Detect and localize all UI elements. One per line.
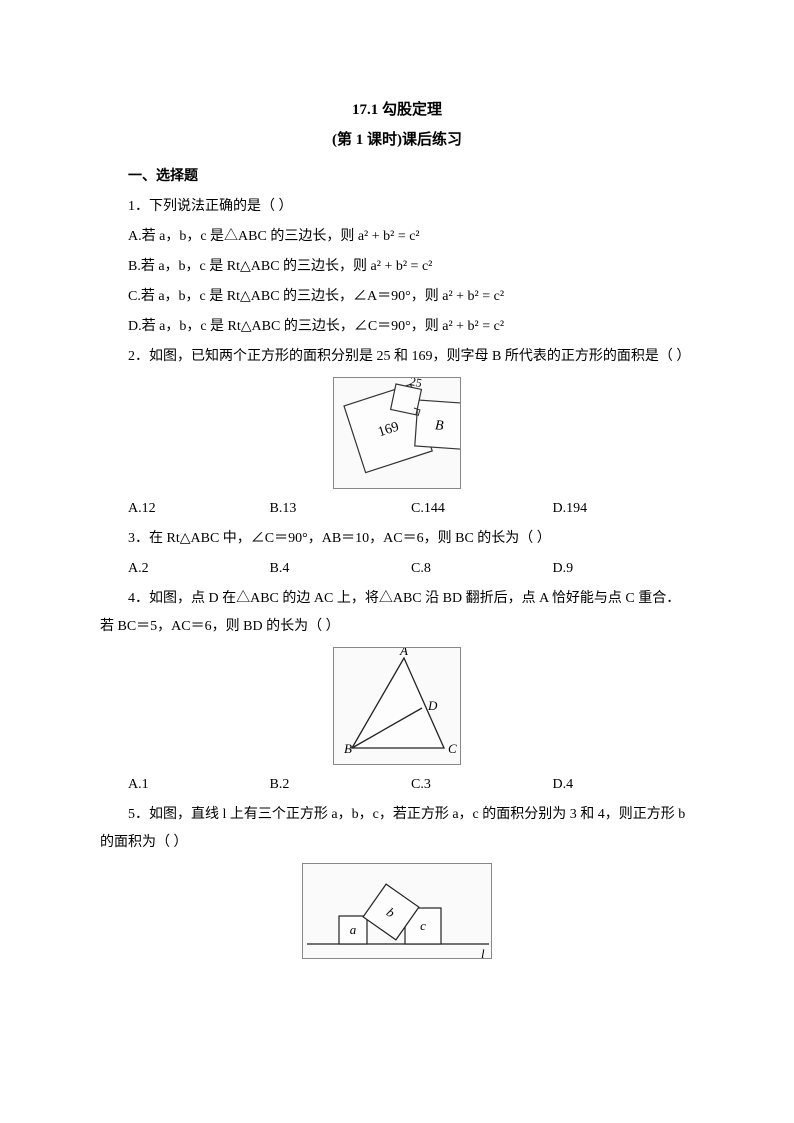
section-heading: 一、选择题	[100, 163, 694, 191]
q4-stem: 4．如图，点 D 在△ABC 的边 AC 上，将△ABC 沿 BD 翻折后，点 …	[100, 585, 694, 641]
q1-opt-c: C.若 a，b，c 是 Rt△ABC 的三边长，∠A＝90°，则 a² + b²…	[100, 283, 694, 311]
svg-text:B: B	[434, 418, 444, 434]
q2-opt-d: D.194	[553, 495, 695, 523]
q4-opt-a: A.1	[128, 771, 270, 799]
q4-opt-d: D.4	[553, 771, 695, 799]
q2-svg: 169B25	[333, 377, 461, 489]
q5-figure: acbl	[100, 863, 694, 959]
q1-stem: 1．下列说法正确的是（ ）	[100, 193, 694, 221]
svg-text:A: A	[399, 647, 408, 658]
q1-opt-b: B.若 a，b，c 是 Rt△ABC 的三边长，则 a² + b² = c²	[100, 253, 694, 281]
q4-opt-b: B.2	[270, 771, 412, 799]
q4-options: A.1 B.2 C.3 D.4	[128, 771, 694, 799]
svg-text:a: a	[350, 922, 357, 937]
q2-stem: 2．如图，已知两个正方形的面积分别是 25 和 169，则字母 B 所代表的正方…	[100, 343, 694, 371]
svg-text:C: C	[448, 741, 457, 756]
q5-stem: 5．如图，直线 l 上有三个正方形 a，b，c，若正方形 a，c 的面积分别为 …	[100, 801, 694, 857]
q3-opt-c: C.8	[411, 555, 553, 583]
q4-figure: A B C D	[100, 647, 694, 765]
q3-options: A.2 B.4 C.8 D.9	[128, 555, 694, 583]
q4-opt-c: C.3	[411, 771, 553, 799]
q1-opt-d: D.若 a，b，c 是 Rt△ABC 的三边长，∠C＝90°，则 a² + b²…	[100, 313, 694, 341]
q5-svg: acbl	[302, 863, 492, 959]
q2-opt-c: C.144	[411, 495, 553, 523]
svg-text:B: B	[344, 741, 352, 756]
q2-opt-a: A.12	[128, 495, 270, 523]
q3-opt-a: A.2	[128, 555, 270, 583]
doc-title: 17.1 勾股定理	[100, 95, 694, 125]
q2-options: A.12 B.13 C.144 D.194	[128, 495, 694, 523]
q2-figure: 169B25	[100, 377, 694, 489]
q2-opt-b: B.13	[270, 495, 412, 523]
q3-opt-d: D.9	[553, 555, 695, 583]
svg-text:D: D	[427, 698, 438, 713]
svg-text:c: c	[420, 918, 426, 933]
svg-text:l: l	[481, 946, 485, 959]
doc-subtitle: (第 1 课时)课后练习	[100, 125, 694, 155]
q3-stem: 3．在 Rt△ABC 中，∠C＝90°，AB＝10，AC＝6，则 BC 的长为（…	[100, 525, 694, 553]
q4-svg: A B C D	[333, 647, 461, 765]
q3-opt-b: B.4	[270, 555, 412, 583]
q1-opt-a: A.若 a，b，c 是△ABC 的三边长，则 a² + b² = c²	[100, 223, 694, 251]
